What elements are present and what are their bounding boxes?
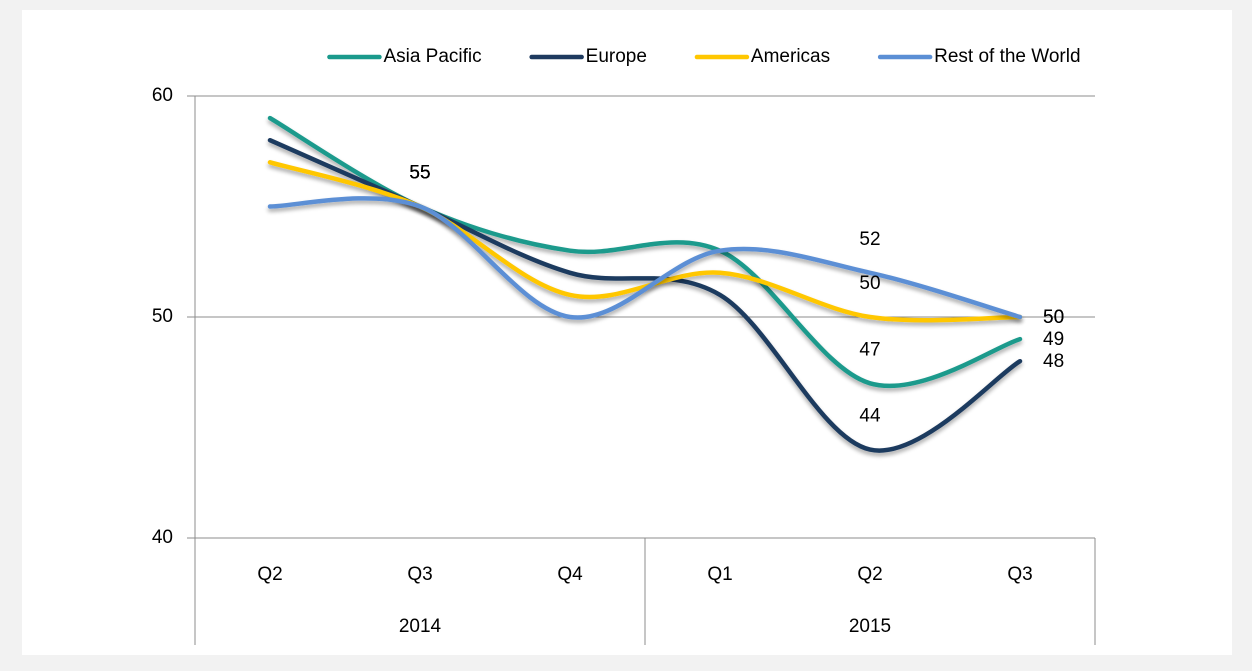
y-tick-label: 50 xyxy=(152,306,173,327)
x-tick-label: Q3 xyxy=(407,564,432,585)
series-line xyxy=(267,196,1023,320)
data-label: 47 xyxy=(859,339,880,360)
legend-label: Americas xyxy=(751,46,830,67)
x-tick-label: Q3 xyxy=(1007,564,1032,585)
x-tick-label: Q2 xyxy=(257,564,282,585)
group-label: 2014 xyxy=(399,616,442,637)
data-label: 55 xyxy=(409,163,430,184)
legend-label: Europe xyxy=(586,46,647,67)
data-label: 55 xyxy=(409,163,430,184)
data-label: 55 xyxy=(409,163,430,184)
chart-panel xyxy=(22,10,1232,655)
legend-label: Rest of the World xyxy=(934,46,1080,67)
data-label: 44 xyxy=(859,406,881,427)
data-label: 50 xyxy=(1043,307,1064,328)
data-label: 52 xyxy=(859,229,880,250)
data-label: 50 xyxy=(1043,307,1064,328)
y-tick-label: 40 xyxy=(152,527,173,548)
x-tick-label: Q4 xyxy=(557,564,583,585)
data-label: 49 xyxy=(1043,329,1064,350)
group-label: 2015 xyxy=(849,616,891,637)
x-tick-label: Q2 xyxy=(857,564,882,585)
x-tick-label: Q1 xyxy=(707,564,732,585)
y-tick-label: 60 xyxy=(152,85,173,106)
data-label: 50 xyxy=(859,273,880,294)
data-label: 48 xyxy=(1043,351,1064,372)
legend-label: Asia Pacific xyxy=(383,46,481,67)
data-label: 55 xyxy=(409,163,430,184)
